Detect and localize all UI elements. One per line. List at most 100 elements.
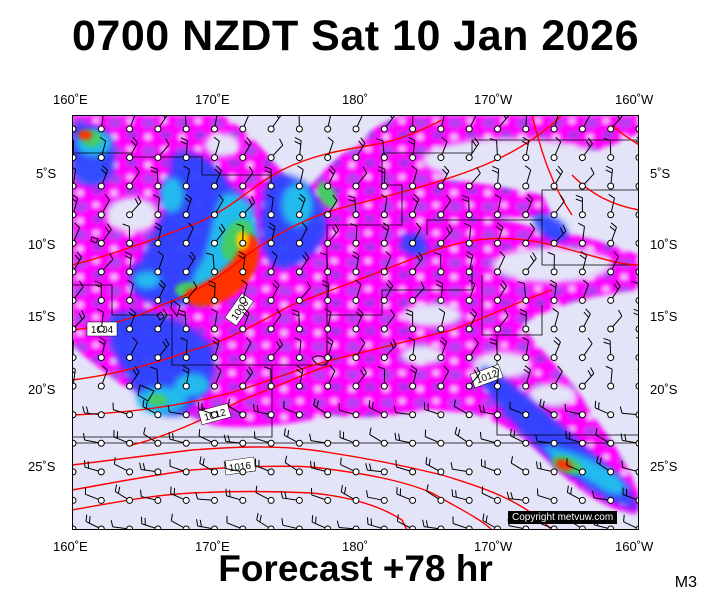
- lat-label-left: 15˚S: [28, 309, 56, 324]
- wind-barb: [97, 252, 114, 276]
- wind-barb: [267, 279, 280, 304]
- wind-barb: [238, 251, 247, 276]
- wind-barb: [264, 366, 275, 390]
- wind-barb: [322, 280, 332, 304]
- wind-barb: [465, 337, 479, 362]
- wind-barb: [594, 400, 615, 419]
- wind-barb: [295, 251, 310, 276]
- wind-barb: [254, 458, 275, 476]
- lat-label-right: 10˚S: [650, 237, 678, 252]
- wind-barb: [169, 459, 190, 476]
- wind-barb: [607, 222, 617, 247]
- wind-barb: [69, 310, 86, 333]
- lat-label-left: 10˚S: [28, 237, 56, 252]
- wind-barb: [113, 457, 134, 476]
- wind-barb: [437, 365, 450, 390]
- weather-map[interactable]: 1004 1008 1012 1012 1016: [53, 108, 651, 533]
- wind-barb: [409, 252, 424, 276]
- lat-label-left: 25˚S: [28, 459, 56, 474]
- wind-barb: [139, 489, 162, 504]
- wind-barb: [283, 401, 303, 419]
- wind-barb: [126, 166, 140, 190]
- wind-barb: [97, 136, 107, 162]
- wind-barb: [126, 336, 138, 362]
- wind-barb: [536, 488, 558, 504]
- lon-label-top: 160˚W: [615, 92, 654, 107]
- wind-barb: [521, 136, 530, 162]
- lat-label-left: 20˚S: [28, 382, 56, 397]
- wind-barb: [517, 281, 530, 304]
- wind-barb: [536, 461, 558, 476]
- wind-barb: [450, 462, 473, 476]
- wind-barb: [352, 108, 364, 133]
- wind-barb: [607, 193, 616, 219]
- wind-barb: [522, 336, 530, 362]
- wind-barb: [409, 281, 425, 304]
- wind-barb: [223, 434, 247, 447]
- wind-barb: [437, 194, 452, 219]
- wind-barb: [266, 194, 275, 219]
- wind-barb: [347, 195, 360, 219]
- wind-barb: [211, 136, 220, 162]
- wind-barb: [239, 366, 254, 390]
- wind-barb: [143, 427, 162, 447]
- wind-barb: [522, 165, 532, 190]
- wind-barb: [97, 165, 109, 190]
- wind-barb: [211, 194, 224, 219]
- wind-barb: [313, 398, 332, 419]
- wind-barb: [423, 402, 445, 419]
- wind-barb: [182, 280, 198, 304]
- wind-barb: [479, 404, 501, 419]
- wind-barb: [603, 137, 615, 162]
- wind-barb: [375, 138, 388, 162]
- lon-label-top: 180˚: [342, 92, 369, 107]
- wind-barb: [603, 337, 615, 362]
- wind-barb: [309, 433, 332, 447]
- wind-barb: [465, 279, 476, 304]
- wind-barb: [170, 486, 190, 504]
- wind-barb: [211, 365, 222, 390]
- wind-barb: [378, 166, 388, 190]
- wind-barb: [154, 250, 164, 276]
- wind-barb: [239, 337, 252, 362]
- wind-barb: [182, 365, 190, 390]
- wind-barb: [97, 336, 106, 362]
- wind-barb: [578, 167, 595, 190]
- wind-barb: [350, 223, 360, 247]
- wind-barb: [126, 137, 139, 162]
- wind-barb: [351, 251, 360, 276]
- wind-barb: [566, 458, 586, 476]
- wind-barb: [578, 251, 587, 276]
- wind-barb: [113, 429, 134, 447]
- wind-barb: [253, 431, 275, 447]
- wind-barb: [489, 338, 501, 362]
- wind-barb: [126, 279, 134, 304]
- wind-barb: [309, 460, 332, 476]
- wind-barb: [550, 165, 564, 190]
- wind-barb: [154, 308, 168, 333]
- wind-barb: [578, 279, 589, 304]
- wind-barb: [124, 251, 134, 276]
- wind-barb: [324, 223, 340, 247]
- wind-barb: [607, 251, 619, 276]
- wind-barb: [464, 222, 473, 247]
- lon-label-top: 170˚E: [195, 92, 230, 107]
- wind-barb: [324, 336, 334, 362]
- wind-barb: [324, 165, 336, 190]
- wind-barb: [206, 252, 218, 276]
- wind-barb: [549, 279, 558, 304]
- wind-barb: [339, 430, 360, 447]
- wind-barb: [494, 193, 502, 219]
- wind-barb: [424, 429, 445, 447]
- isobars: [71, 114, 640, 531]
- wind-barb: [97, 194, 110, 219]
- wind-barb: [295, 193, 306, 219]
- wind-barb: [340, 484, 360, 504]
- wind-barb: [352, 279, 362, 304]
- wind-barb: [152, 194, 162, 219]
- wind-barb: [295, 365, 304, 390]
- wind-barb: [519, 308, 530, 333]
- wind-barb: [97, 223, 112, 247]
- lon-label-bottom: 160˚E: [53, 539, 88, 554]
- wind-barb: [437, 308, 446, 333]
